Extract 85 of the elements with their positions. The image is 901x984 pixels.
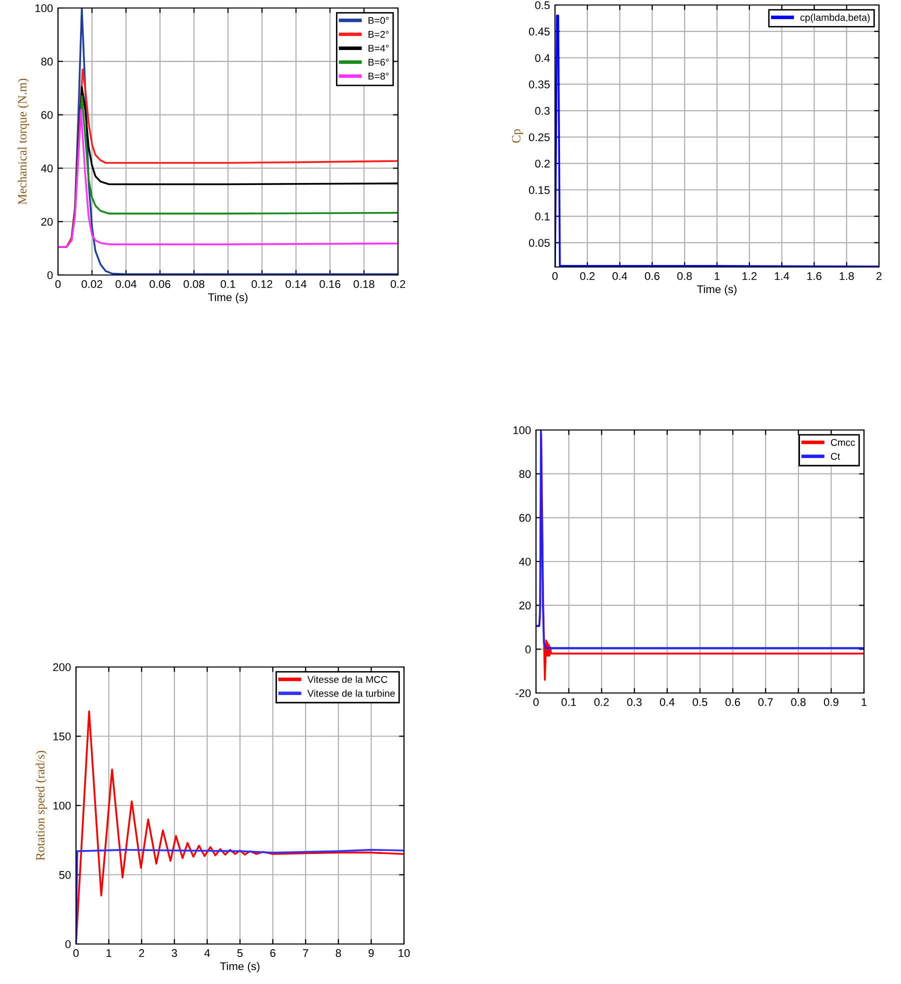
y-tick-label: -20: [516, 689, 531, 698]
x-tick-label: 10: [398, 949, 410, 958]
x-axis-title: Time (s): [697, 284, 736, 296]
x-tick-label: 0.8: [791, 698, 806, 706]
x-tick-label: 0.1: [562, 698, 576, 706]
legend-label: cp(lambda,beta): [800, 14, 870, 23]
x-tick-label: 6: [270, 949, 276, 958]
x-tick-label: 0: [73, 949, 79, 958]
y-tick-label: 20: [519, 602, 531, 610]
y-tick-label: 200: [53, 663, 71, 672]
y-tick-label: 0.1: [535, 212, 550, 220]
y-tick-label: 40: [519, 558, 531, 566]
y-tick-label: 80: [41, 58, 53, 66]
x-tick-label: 1.2: [742, 272, 757, 280]
legend-label: Ct: [830, 452, 840, 460]
y-tick-label: 80: [519, 470, 531, 478]
x-tick-label: 0.8: [677, 272, 692, 280]
x-axis-title: Time (s): [208, 292, 248, 304]
x-tick-label: 0.2: [580, 272, 595, 280]
x-tick-label: 2: [139, 949, 144, 957]
x-tick-label: 9: [368, 949, 374, 958]
legend-label: B=8°: [368, 72, 389, 80]
x-tick-label: 1: [862, 698, 867, 706]
y-tick-label: 100: [53, 802, 71, 810]
x-tick-label: 7: [303, 949, 308, 957]
legend-label: B=0°: [368, 17, 389, 24]
x-tick-label: 0.18: [354, 280, 374, 288]
x-tick-label: 0.2: [390, 280, 406, 288]
y-tick-label: 40: [41, 164, 53, 172]
y-tick-label: 150: [53, 732, 71, 740]
x-tick-label: 4: [204, 949, 210, 957]
x-tick-label: 5: [237, 949, 243, 958]
x-axis-title: Time (s): [220, 962, 260, 972]
x-tick-label: 0.6: [644, 272, 660, 280]
x-tick-label: 0.04: [116, 280, 136, 288]
y-tick-label: 0.2: [535, 160, 550, 168]
y-tick-label: 60: [519, 514, 531, 522]
x-tick-label: 1.4: [774, 272, 790, 280]
y-axis-title: Mechanical torque (N.m): [18, 78, 30, 204]
legend-label: Vitesse de la MCC: [307, 676, 388, 683]
legend-label: B=6°: [368, 58, 389, 66]
y-tick-label: 20: [41, 218, 53, 226]
x-tick-label: 8: [336, 949, 342, 958]
x-tick-label: 1.8: [840, 272, 854, 280]
y-tick-label: 0: [65, 940, 71, 948]
x-tick-label: 1: [106, 949, 112, 957]
x-tick-label: 0.16: [320, 280, 340, 288]
y-tick-label: 100: [35, 4, 53, 12]
x-tick-label: 3: [172, 949, 177, 958]
x-tick-label: 2: [876, 272, 882, 280]
y-tick-label: 0: [525, 645, 531, 654]
x-tick-label: 0.1: [220, 280, 236, 288]
x-tick-label: 1.6: [807, 272, 822, 280]
y-tick-label: 0.05: [528, 238, 550, 247]
y-tick-label: 0.15: [528, 186, 550, 194]
x-tick-label: 0.12: [252, 280, 272, 288]
x-tick-label: 1: [714, 272, 720, 280]
x-tick-label: 0.2: [594, 698, 609, 706]
y-axis-title: Cp: [512, 129, 523, 143]
x-tick-label: 0.5: [692, 698, 708, 706]
x-tick-label: 0.4: [660, 698, 675, 706]
x-tick-label: 0.14: [286, 280, 306, 288]
x-tick-label: 0.9: [824, 698, 838, 706]
x-tick-label: 0.3: [627, 698, 642, 706]
y-tick-label: 0.35: [528, 80, 550, 88]
x-tick-label: 0.7: [758, 698, 773, 706]
y-tick-label: 60: [41, 111, 53, 119]
legend-label: B=2°: [368, 30, 389, 38]
legend-label: B=4°: [368, 44, 389, 52]
x-tick-label: 0.02: [82, 280, 102, 288]
y-tick-label: 0.45: [528, 28, 550, 36]
y-tick-label: 100: [513, 426, 531, 434]
legend-label: Vitesse de la turbine: [307, 690, 395, 697]
x-tick-label: 0.4: [612, 272, 628, 280]
y-tick-label: 0.25: [528, 133, 550, 142]
y-tick-label: 0.3: [535, 106, 550, 115]
y-tick-label: 0.4: [535, 54, 550, 62]
x-tick-label: 0: [552, 272, 558, 280]
y-tick-label: 0.5: [535, 1, 550, 10]
x-tick-label: 0.6: [726, 698, 740, 706]
y-tick-label: 50: [59, 871, 71, 879]
legend-label: Cmcc: [830, 439, 855, 446]
x-tick-label: 0.08: [184, 280, 204, 288]
x-tick-label: 0.06: [150, 280, 170, 288]
y-axis-title: Rotation speed (rad/s): [36, 750, 48, 860]
